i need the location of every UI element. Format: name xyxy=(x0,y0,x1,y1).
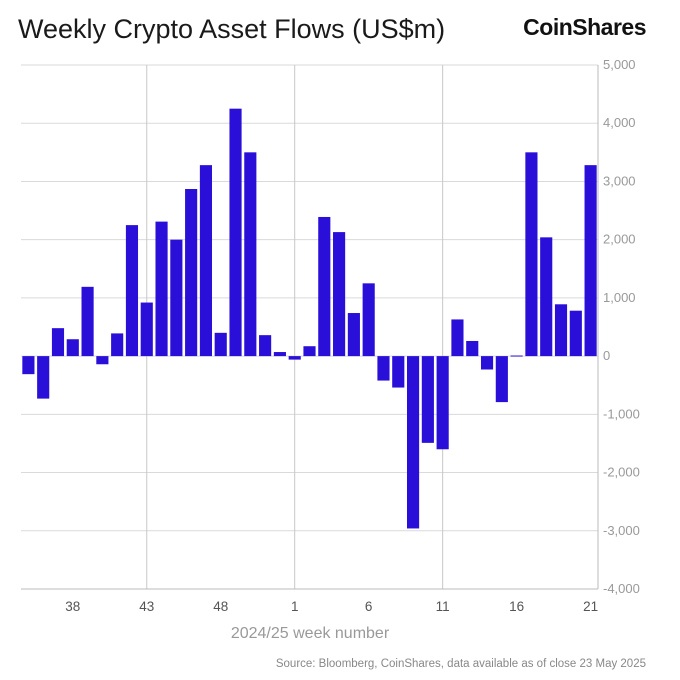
bar-week-49 xyxy=(229,108,242,357)
bar-week-13 xyxy=(466,340,479,357)
source-note: Source: Bloomberg, CoinShares, data avai… xyxy=(275,658,646,670)
x-tick-label: 43 xyxy=(139,599,154,614)
x-tick-label: 6 xyxy=(365,599,373,614)
bar-week-11 xyxy=(436,356,449,450)
bar-week-15 xyxy=(495,356,508,403)
bar-week-37 xyxy=(51,328,65,357)
bar-week-45 xyxy=(170,239,183,357)
bar-week-12 xyxy=(451,319,464,357)
y-tick-label: 0 xyxy=(603,348,610,363)
bar-week-36 xyxy=(37,356,50,399)
x-tick-label: 38 xyxy=(65,599,80,614)
bar-week-9 xyxy=(406,356,420,529)
y-tick-label: -3,000 xyxy=(603,523,640,538)
bar-week-46 xyxy=(185,189,198,357)
bar-week-4 xyxy=(333,232,346,357)
bar-week-50 xyxy=(244,152,257,357)
axes xyxy=(21,65,599,590)
bar-week-1 xyxy=(288,356,301,360)
y-tick-label: 4,000 xyxy=(603,115,636,130)
x-tick-label: 1 xyxy=(291,599,299,614)
bar-week-8 xyxy=(392,356,405,388)
bar-week-52 xyxy=(273,352,286,357)
x-tick-label: 48 xyxy=(213,599,228,614)
bar-week-43 xyxy=(140,302,153,357)
x-tick-labels: 38 43 48 1 6 11 16 21 xyxy=(65,599,598,614)
bar-week-6 xyxy=(362,283,375,357)
x-tick-label: 21 xyxy=(583,599,598,614)
y-tick-label: 3,000 xyxy=(603,173,636,188)
bar-week-18 xyxy=(540,237,553,357)
y-tick-label: -1,000 xyxy=(603,406,640,421)
chart-title: Weekly Crypto Asset Flows (US$m) xyxy=(18,14,446,44)
y-tick-label: -2,000 xyxy=(603,465,640,480)
grid-lines xyxy=(21,64,598,590)
bar-week-3 xyxy=(318,216,331,357)
bar-week-2 xyxy=(303,346,316,357)
bar-week-41 xyxy=(111,333,124,357)
y-tick-label: 5,000 xyxy=(603,57,636,72)
y-tick-labels: 5,000 4,000 3,000 2,000 1,000 0 -1,000 -2,000 -3… xyxy=(603,57,640,596)
bar-week-42 xyxy=(125,225,139,357)
y-tick-label: 2,000 xyxy=(603,232,636,247)
bar-week-47 xyxy=(199,165,213,357)
bar-week-20 xyxy=(569,310,582,357)
bar-week-14 xyxy=(480,356,494,370)
bar-week-40 xyxy=(96,356,109,365)
bar-week-7 xyxy=(377,356,390,381)
bars xyxy=(22,108,597,529)
bar-week-38 xyxy=(66,339,79,357)
x-tick-label: 11 xyxy=(436,599,450,614)
bar-week-17 xyxy=(525,152,538,357)
y-tick-label: 1,000 xyxy=(603,290,636,305)
x-axis-title: 2024/25 week number xyxy=(231,625,390,642)
bar-week-44 xyxy=(155,221,168,357)
bar-week-39 xyxy=(81,286,94,357)
bar-week-21 xyxy=(584,165,597,357)
bar-week-10 xyxy=(421,356,434,443)
bar-week-16 xyxy=(510,355,523,357)
bar-week-48 xyxy=(214,332,227,357)
bar-week-19 xyxy=(554,304,568,357)
bar-week-51 xyxy=(259,335,272,357)
bar-week-5 xyxy=(347,313,360,357)
coinshares-logo: CoinShares xyxy=(523,14,646,40)
y-tick-label: -4,000 xyxy=(603,581,640,596)
bar-week-35 xyxy=(22,356,35,375)
x-tick-label: 16 xyxy=(509,599,524,614)
